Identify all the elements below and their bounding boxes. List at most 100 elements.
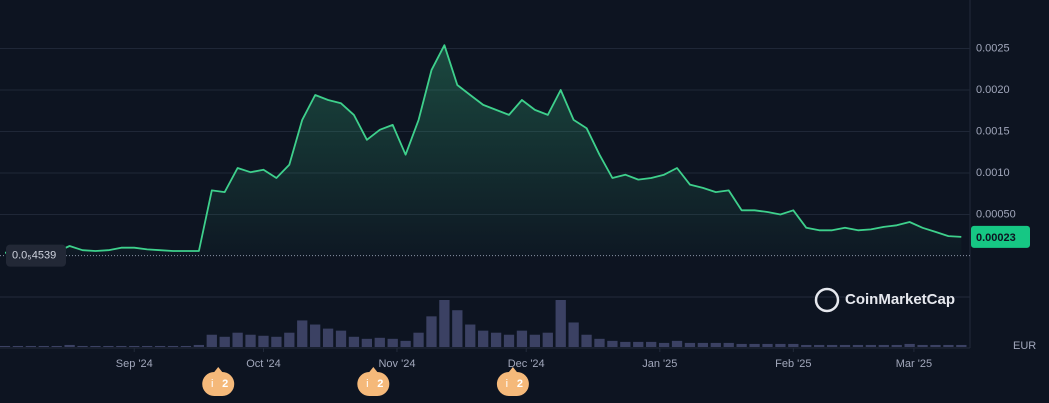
volume-bar [271, 336, 282, 347]
volume-bar [878, 344, 889, 347]
volume-bar [413, 332, 424, 347]
volume-bar [852, 344, 864, 347]
volume-bar [193, 344, 204, 347]
volume-bar [38, 345, 49, 347]
volume-bar [439, 300, 450, 347]
volume-bar [374, 337, 385, 347]
volume-bar [284, 332, 295, 347]
volume-bar [723, 342, 734, 347]
volume-bar [361, 338, 373, 347]
volume-bar [387, 338, 398, 347]
volume-bar [762, 343, 773, 347]
volume-bar [90, 345, 101, 347]
x-tick-label: Dec '24 [508, 358, 545, 370]
volume-bar [930, 344, 941, 347]
volume-bar [529, 334, 541, 347]
volume-bar [658, 342, 670, 347]
volume-bar [12, 345, 24, 347]
volume-bar [710, 342, 721, 347]
reference-badge [6, 244, 66, 267]
volume-bar [245, 334, 256, 347]
volume-bar [297, 320, 308, 347]
volume-bar [814, 344, 825, 347]
event-bubble [496, 367, 529, 396]
volume-bar [478, 330, 489, 347]
volume-bar [865, 344, 877, 347]
volume-bar [180, 345, 192, 347]
volume-bar [788, 343, 799, 347]
reference-label: 0.0₅4539 [12, 250, 56, 262]
volume-bar [116, 345, 127, 347]
volume-bar [258, 335, 269, 347]
volume-bar [322, 328, 334, 347]
y-tick-label: 0.0020 [976, 84, 1010, 96]
volume-bar [749, 343, 760, 347]
event-bubble [357, 367, 390, 396]
currency-label: EUR [1013, 340, 1036, 352]
event-count: 2 [222, 378, 228, 390]
x-tick-label: Sep '24 [116, 358, 153, 370]
volume-bar [839, 344, 851, 347]
volume-bar [826, 344, 838, 347]
volume-bar [0, 345, 11, 347]
volume-bar [335, 330, 347, 347]
volume-bar [348, 336, 360, 347]
volume-bar [736, 343, 747, 347]
volume-bar [232, 332, 243, 347]
volume-bar [542, 332, 553, 347]
volume-bar [594, 338, 605, 347]
volume-bar [581, 334, 592, 347]
volume-bar [206, 334, 217, 347]
volume-bar [452, 310, 463, 347]
watermark-logo [814, 287, 840, 313]
volume-bar [775, 343, 786, 347]
volume-bar [142, 345, 153, 347]
volume-bar [77, 345, 88, 347]
volume-bar [917, 344, 928, 347]
volume-bar [646, 341, 657, 347]
y-tick-label: 0.0025 [976, 42, 1010, 54]
x-tick-label: Oct '24 [246, 358, 281, 370]
volume-bar [103, 345, 114, 347]
volume-bar [51, 345, 62, 347]
event-bubble [202, 367, 235, 396]
y-tick-label: 0.00050 [976, 208, 1016, 220]
volume-bar [568, 322, 579, 347]
volume-bar [620, 341, 631, 347]
volume-bar [25, 345, 36, 347]
volume-bar [400, 340, 411, 347]
volume-bar [633, 341, 644, 347]
volume-bar [684, 342, 696, 347]
volume-bar [891, 344, 902, 347]
volume-bar [607, 340, 618, 347]
event-icon: i [506, 378, 508, 390]
price-line [5, 44, 962, 255]
watermark-text: CoinMarketCap [845, 291, 955, 308]
event-icon: i [366, 378, 368, 390]
volume-bar [154, 345, 166, 347]
price-area [5, 45, 962, 257]
volume-bar [129, 345, 140, 347]
volume-bar [426, 316, 437, 347]
volume-bar [801, 344, 812, 347]
volume-bar [503, 334, 515, 347]
x-tick-label: Mar '25 [896, 358, 932, 370]
volume-bar [697, 342, 709, 347]
current-price-badge [971, 225, 1030, 248]
volume-bar [956, 344, 967, 347]
volume-bar [555, 300, 566, 347]
event-count: 2 [517, 378, 523, 390]
volume-bar [943, 344, 954, 347]
volume-bar [671, 340, 683, 347]
volume-bar [310, 324, 321, 347]
volume-bar [490, 332, 502, 347]
x-tick-label: Nov '24 [378, 358, 415, 370]
volume-bar [516, 330, 528, 347]
volume-bar [167, 345, 179, 347]
volume-bar [219, 336, 230, 347]
event-icon: i [211, 378, 213, 390]
